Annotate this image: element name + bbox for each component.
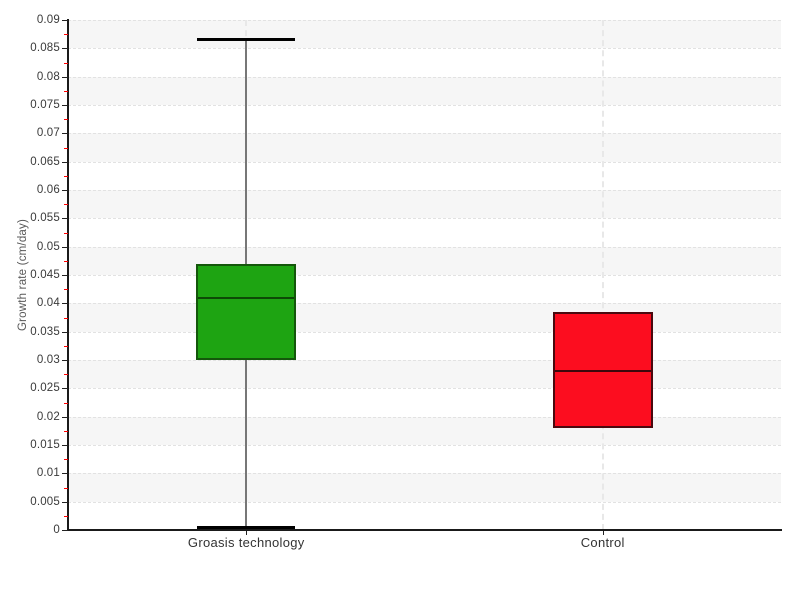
y-major-tick (62, 331, 68, 333)
y-tick-label: 0.035 (30, 325, 60, 338)
category-tick (602, 531, 604, 535)
background-stripe (68, 473, 781, 502)
h-gridline (68, 76, 781, 78)
y-major-tick (62, 530, 68, 531)
background-stripe (68, 303, 781, 332)
y-major-tick (62, 105, 68, 106)
y-minor-tick (63, 317, 68, 319)
category-label-groasis-technology: Groasis technology (187, 535, 305, 550)
median-line-groasis-technology (198, 296, 295, 299)
h-gridline (68, 246, 781, 248)
y-major-tick (62, 416, 68, 418)
background-stripe (68, 20, 781, 49)
background-stripe (68, 133, 781, 162)
h-gridline (68, 20, 781, 21)
y-major-tick (62, 303, 68, 305)
y-tick-label: 0.055 (30, 212, 60, 225)
y-minor-tick (63, 459, 68, 461)
y-major-tick (62, 246, 68, 248)
y-tick-label: 0.04 (36, 297, 60, 310)
category-tick (246, 531, 248, 535)
y-tick-label: 0.07 (36, 127, 60, 140)
y-tick-label: 0.025 (30, 382, 60, 395)
whisker-cap-top-groasis-technology (197, 38, 296, 42)
whisker-cap-bottom-groasis-technology (197, 525, 296, 529)
background-stripe (68, 190, 781, 219)
y-axis-title: Growth rate (cm/day) (17, 219, 29, 331)
y-minor-tick (63, 62, 68, 64)
category-label-control: Control (580, 535, 625, 550)
y-major-tick (62, 473, 68, 475)
y-minor-tick (63, 487, 68, 489)
h-gridline (68, 388, 781, 390)
h-gridline (68, 161, 781, 163)
y-minor-tick (63, 34, 68, 36)
h-gridline (68, 133, 781, 135)
y-axis-line (67, 19, 69, 531)
y-major-tick (62, 20, 68, 21)
y-minor-tick (63, 260, 68, 262)
y-major-tick (62, 501, 68, 503)
h-gridline (68, 445, 781, 446)
category-guideline-control (601, 20, 604, 530)
x-axis-line (67, 529, 782, 531)
y-minor-tick (63, 289, 68, 291)
y-tick-label: 0.005 (30, 495, 60, 508)
median-line-control (554, 370, 651, 373)
y-tick-label: 0.065 (30, 155, 60, 168)
y-tick-label: 0.01 (36, 467, 60, 480)
h-gridline (68, 473, 781, 475)
y-tick-label: 0.045 (30, 269, 60, 281)
h-gridline (68, 501, 781, 503)
y-major-tick (62, 388, 68, 390)
y-minor-tick (63, 232, 68, 234)
y-major-tick (62, 133, 68, 135)
h-gridline (68, 275, 781, 276)
y-minor-tick (63, 147, 68, 149)
y-major-tick (62, 161, 68, 163)
y-tick-label: 0.08 (36, 70, 60, 83)
h-gridline (68, 360, 781, 361)
y-tick-label: 0.075 (30, 99, 60, 111)
box-groasis-technology (196, 263, 297, 360)
y-major-tick (62, 445, 68, 446)
y-major-tick (62, 190, 68, 191)
background-stripe (68, 246, 781, 275)
y-tick-label: 0.06 (36, 184, 60, 196)
h-gridline (68, 303, 781, 305)
h-gridline (68, 218, 781, 220)
y-minor-tick (63, 430, 68, 432)
y-tick-label: 0.015 (30, 439, 60, 451)
y-major-tick (62, 76, 68, 78)
y-major-tick (62, 218, 68, 220)
y-minor-tick (63, 175, 68, 177)
h-gridline (68, 416, 781, 418)
y-minor-tick (63, 345, 68, 347)
h-gridline (68, 48, 781, 50)
y-minor-tick (63, 119, 68, 121)
h-gridline (68, 331, 781, 333)
y-tick-label: 0.085 (30, 42, 60, 55)
y-minor-tick (63, 90, 68, 92)
y-minor-tick (63, 515, 68, 517)
y-tick-label: 0.02 (36, 410, 60, 423)
y-minor-tick (63, 204, 68, 206)
y-minor-tick (63, 402, 68, 404)
background-stripe (68, 360, 781, 389)
y-tick-label: 0.03 (36, 354, 60, 366)
y-major-tick (62, 360, 68, 361)
y-tick-label: 0.09 (36, 14, 60, 26)
h-gridline (68, 105, 781, 106)
h-gridline (68, 190, 781, 191)
y-minor-tick (63, 374, 68, 376)
background-stripe (68, 416, 781, 445)
background-stripe (68, 76, 781, 105)
y-tick-label: 0.05 (36, 240, 60, 253)
y-tick-label: 0 (53, 524, 60, 536)
y-major-tick (62, 275, 68, 276)
y-major-tick (62, 48, 68, 50)
box-control (552, 311, 653, 428)
